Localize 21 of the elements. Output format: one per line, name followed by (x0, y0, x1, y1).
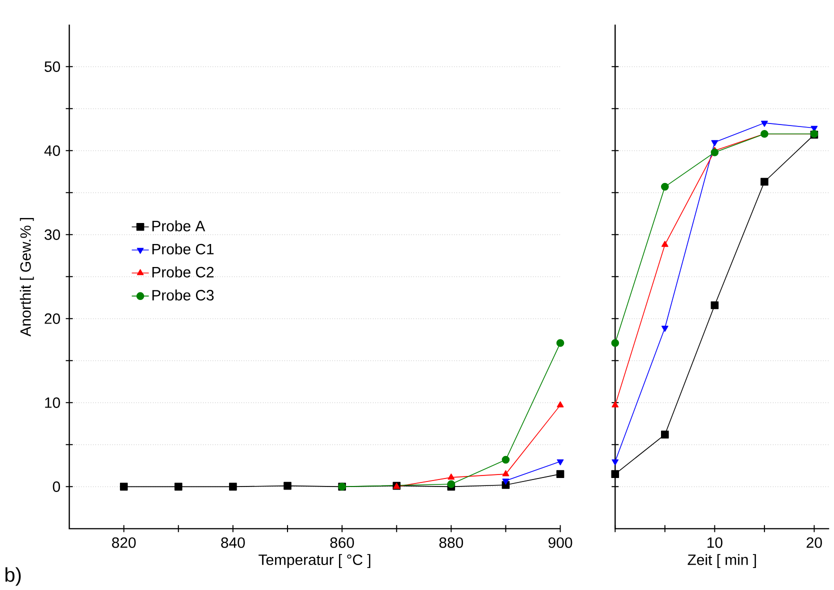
y-axis-title: Anorthit [ Gew.% ] (20, 218, 34, 336)
x-tick-label: 820 (112, 537, 136, 548)
x-axis-title: Temperatur [ °C ] (258, 554, 370, 568)
legend-label: Probe A (152, 220, 206, 232)
x-axis-title: Zeit [ min ] (688, 554, 756, 568)
y-tick-label: 0 (52, 481, 60, 492)
y-tick-label: 50 (44, 61, 60, 72)
text: b) (5, 567, 21, 586)
y-tick-label: 30 (44, 229, 60, 240)
x-tick-label: 20 (806, 537, 822, 548)
legend-label: Probe C3 (152, 290, 214, 301)
legend-label: Probe C1 (152, 243, 214, 254)
x-tick-label: 880 (439, 537, 464, 548)
x-tick-label: 840 (221, 537, 245, 548)
y-tick-label: 40 (44, 145, 60, 156)
y-tick-label: 10 (45, 397, 60, 408)
y-tick-label: 20 (44, 313, 60, 324)
x-tick-label: 900 (548, 537, 572, 548)
x-tick-label: 860 (330, 537, 354, 548)
legend-label: Probe C2 (152, 266, 214, 278)
x-tick-label: 10 (708, 537, 722, 548)
